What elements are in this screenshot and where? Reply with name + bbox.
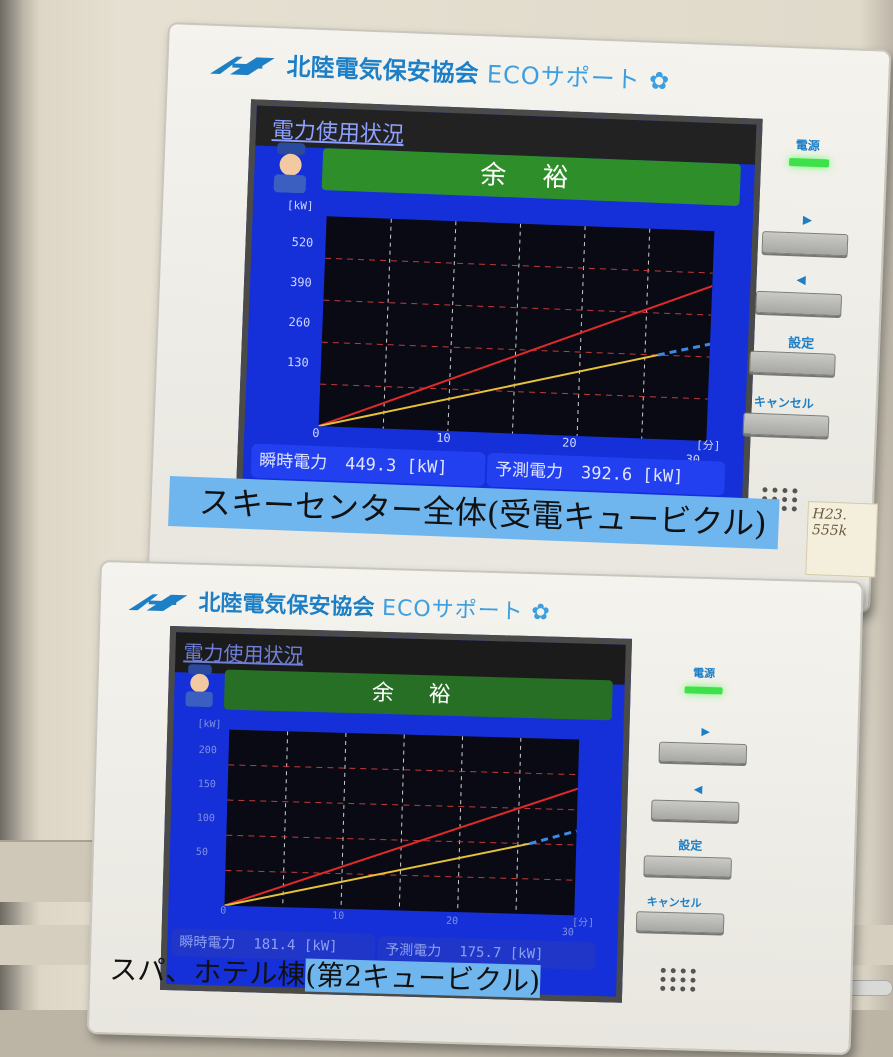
company-logo-icon <box>210 56 275 76</box>
x-unit-label: [分] <box>695 438 721 453</box>
grid-line-vertical <box>382 218 392 429</box>
grid-line-vertical <box>447 221 457 432</box>
speaker-grille <box>660 967 697 992</box>
cancel-button[interactable] <box>635 911 725 934</box>
right-arrow-icon: ▶ <box>701 724 711 739</box>
brand-header: 北陸電気保安協会 ECOサポート ✿ <box>208 44 670 97</box>
y-tick: 260 <box>288 314 311 330</box>
right-button[interactable] <box>658 741 748 765</box>
x-tick: 0 <box>312 425 320 441</box>
grid-line-horizontal <box>321 341 710 358</box>
grid-line-horizontal <box>323 299 712 316</box>
settings-label: 設定 <box>787 336 815 353</box>
power-label: 電源 <box>692 666 716 681</box>
mascot-icon <box>267 140 313 198</box>
grid-line-vertical <box>641 228 651 439</box>
brand-header: 北陸電気保安協会 ECOサポート ✿ <box>126 583 550 627</box>
y-unit-label: [kW] <box>286 198 314 213</box>
settings-button[interactable] <box>748 350 836 376</box>
grid-line-horizontal <box>225 869 576 881</box>
brand-name: 北陸電気保安協会 <box>198 590 375 621</box>
lcd-screen: 電力使用状況 余 裕 [kW] 200 150 100 50 0 10 20 3… <box>160 625 633 1003</box>
x-unit-label: [分] <box>571 917 595 929</box>
caption-text: スパ、ホテル棟 <box>108 952 306 992</box>
right-arrow-icon: ▶ <box>802 212 813 227</box>
monitor-unit-top: 北陸電気保安協会 ECOサポート ✿ 電力使用状況 余 裕 [kW] 520 3… <box>146 22 892 614</box>
y-tick: 390 <box>289 274 313 290</box>
series-line-target <box>318 285 713 428</box>
x-tick: 20 <box>561 435 577 450</box>
forecast-power-value: 392.6 [kW] <box>580 463 684 488</box>
caption-highlight: (第2キュービクル) <box>304 958 541 999</box>
power-led <box>684 686 723 695</box>
settings-label: 設定 <box>678 838 703 853</box>
series-line-actual <box>224 842 530 907</box>
left-button[interactable] <box>650 799 740 822</box>
y-tick: 520 <box>291 234 314 250</box>
y-tick: 130 <box>286 354 309 370</box>
brand-service: ECOサポート <box>486 60 642 95</box>
x-tick: 0 <box>220 905 227 917</box>
y-tick: 150 <box>197 778 216 791</box>
leaf-icon: ✿ <box>648 66 670 96</box>
power-chart <box>318 216 715 441</box>
settings-button[interactable] <box>643 855 732 878</box>
grid-line-vertical <box>398 734 405 911</box>
y-unit-label: [kW] <box>197 718 222 731</box>
wall-shadow <box>0 0 22 1057</box>
cancel-label: キャンセル <box>753 394 815 412</box>
series-line-target <box>224 787 579 907</box>
brand-name: 北陸電気保安協会 <box>286 52 480 88</box>
right-button[interactable] <box>761 230 849 257</box>
power-chart <box>224 729 580 916</box>
grid-line-vertical <box>515 737 522 914</box>
grid-line-vertical <box>282 731 289 908</box>
grid-line-horizontal <box>325 257 713 274</box>
lcd-screen: 電力使用状況 余 裕 [kW] 520 390 260 130 0 10 20 … <box>235 99 763 521</box>
series-line-actual <box>318 354 659 428</box>
cancel-button[interactable] <box>742 412 830 438</box>
brand-service: ECOサポート <box>381 595 525 625</box>
forecast-power-label: 予測電力 <box>494 459 564 483</box>
x-tick: 10 <box>331 910 345 922</box>
leaf-icon: ✿ <box>530 600 551 626</box>
grid-line-vertical <box>511 223 522 434</box>
power-label: 電源 <box>795 138 821 154</box>
instant-power-value: 449.3 [kW] <box>344 454 448 479</box>
power-led <box>788 157 830 168</box>
chart-svg <box>318 218 713 439</box>
grid-line-horizontal <box>226 834 577 846</box>
mascot-icon <box>180 662 219 711</box>
instant-power-label: 瞬時電力 <box>258 450 328 474</box>
series-line-forecast <box>529 829 578 846</box>
x-tick: 30 <box>561 927 574 939</box>
x-tick: 10 <box>435 430 451 446</box>
handwritten-sticker: H23. 555k <box>805 500 879 578</box>
grid-line-vertical <box>457 736 464 913</box>
y-tick: 50 <box>195 846 209 859</box>
chart-svg <box>224 731 579 914</box>
left-arrow-icon: ◀ <box>693 782 703 796</box>
series-line-forecast <box>657 342 711 357</box>
left-button[interactable] <box>755 290 843 317</box>
grid-line-horizontal <box>228 764 579 776</box>
y-tick: 100 <box>196 812 216 825</box>
company-logo-icon <box>128 594 188 612</box>
grid-line-vertical <box>576 226 586 437</box>
cancel-label: キャンセル <box>646 895 702 910</box>
sticker-line: 555k <box>811 522 848 540</box>
grid-line-horizontal <box>320 383 708 400</box>
monitor-unit-bottom: 北陸電気保安協会 ECOサポート ✿ 電力使用状況 余 裕 [kW] 200 1… <box>86 560 864 1056</box>
y-tick: 200 <box>198 744 217 757</box>
x-tick: 20 <box>445 915 459 928</box>
left-arrow-icon: ◀ <box>796 272 807 287</box>
